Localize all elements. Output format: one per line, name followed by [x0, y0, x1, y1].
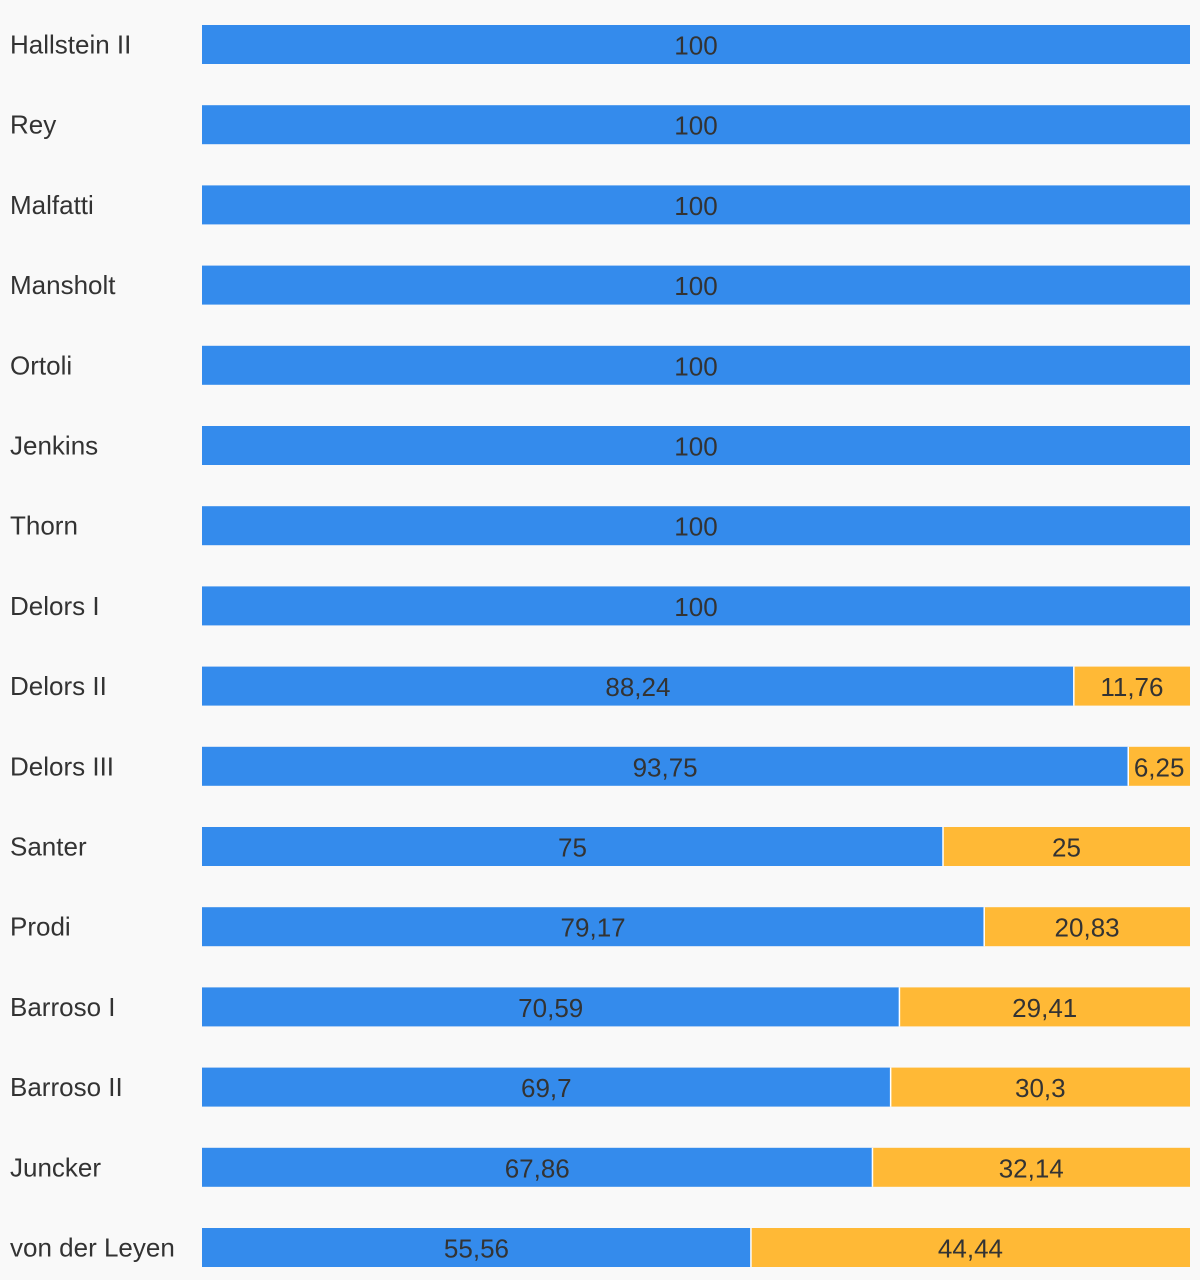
category-label: Delors III — [10, 751, 114, 781]
bar-segment-series-1 — [202, 426, 1190, 465]
category-label: Santer — [10, 832, 87, 862]
bar-segment-series-1 — [202, 105, 1190, 145]
bar-segment-series-1 — [202, 1067, 891, 1107]
bar-segment-series-1 — [202, 25, 1190, 64]
bar-segment-series-2 — [872, 1147, 1190, 1187]
bar-segment-series-1 — [202, 827, 943, 866]
data-label: 70,59 — [518, 993, 583, 1023]
bar-segment-series-1 — [202, 666, 1074, 706]
data-label: 93,75 — [633, 752, 698, 782]
category-label: Juncker — [10, 1152, 101, 1182]
category-label: Barroso I — [10, 992, 116, 1022]
category-label: Delors I — [10, 591, 100, 621]
bar-segment-series-1 — [202, 345, 1190, 385]
data-label: 20,83 — [1055, 913, 1120, 943]
bar-segment-series-2 — [1073, 666, 1190, 706]
data-label: 100 — [674, 31, 717, 61]
bars-layer — [202, 25, 1190, 1267]
bar-segment-series-1 — [202, 746, 1129, 786]
bar-segment-series-1 — [202, 907, 985, 947]
bar-segment-series-2 — [943, 827, 1190, 866]
data-label: 100 — [674, 271, 717, 301]
data-label: 11,76 — [1100, 672, 1163, 702]
bar-segment-series-2 — [890, 1067, 1190, 1107]
data-label: 67,86 — [505, 1153, 570, 1183]
bar-segment-series-1 — [202, 506, 1190, 546]
bar-segment-series-1 — [202, 1147, 873, 1187]
data-label: 100 — [674, 512, 717, 542]
data-label: 100 — [674, 191, 717, 221]
category-label: Hallstein II — [10, 30, 131, 60]
category-label: Barroso II — [10, 1072, 123, 1102]
bar-segment-series-2 — [899, 987, 1190, 1027]
data-label: 32,14 — [999, 1153, 1064, 1183]
data-label: 75 — [558, 833, 587, 863]
category-label: Thorn — [10, 511, 78, 541]
data-label: 79,17 — [561, 913, 626, 943]
data-label: 100 — [674, 111, 717, 141]
data-label: 55,56 — [444, 1234, 509, 1264]
category-label: Ortoli — [10, 350, 72, 380]
bar-segment-series-1 — [202, 265, 1190, 305]
data-label: 6,25 — [1134, 752, 1185, 782]
bar-segment-series-1 — [202, 185, 1190, 225]
bar-segment-series-2 — [750, 1228, 1190, 1267]
category-label: Jenkins — [10, 431, 98, 461]
data-label: 25 — [1052, 833, 1081, 863]
category-label: Delors II — [10, 671, 107, 701]
data-label: 44,44 — [938, 1234, 1003, 1264]
category-label: Mansholt — [10, 270, 116, 300]
category-label: Rey — [10, 110, 56, 140]
data-label: 100 — [674, 432, 717, 462]
bar-segment-series-1 — [202, 1228, 751, 1267]
labels-layer: Hallstein II 100 Rey 100 Malfatti 100 Mansholt… — [10, 30, 1184, 1264]
data-label: 69,7 — [521, 1073, 572, 1103]
data-label: 88,24 — [605, 672, 670, 702]
data-label: 30,3 — [1015, 1073, 1066, 1103]
category-label: von der Leyen — [10, 1233, 175, 1263]
bar-segment-series-2 — [1128, 746, 1190, 786]
category-label: Prodi — [10, 912, 71, 942]
data-label: 100 — [674, 592, 717, 622]
data-label: 29,41 — [1012, 993, 1077, 1023]
bar-segment-series-1 — [202, 586, 1190, 626]
bar-segment-series-2 — [984, 907, 1190, 947]
bar-segment-series-1 — [202, 987, 900, 1027]
data-label: 100 — [674, 351, 717, 381]
category-label: Malfatti — [10, 190, 94, 220]
